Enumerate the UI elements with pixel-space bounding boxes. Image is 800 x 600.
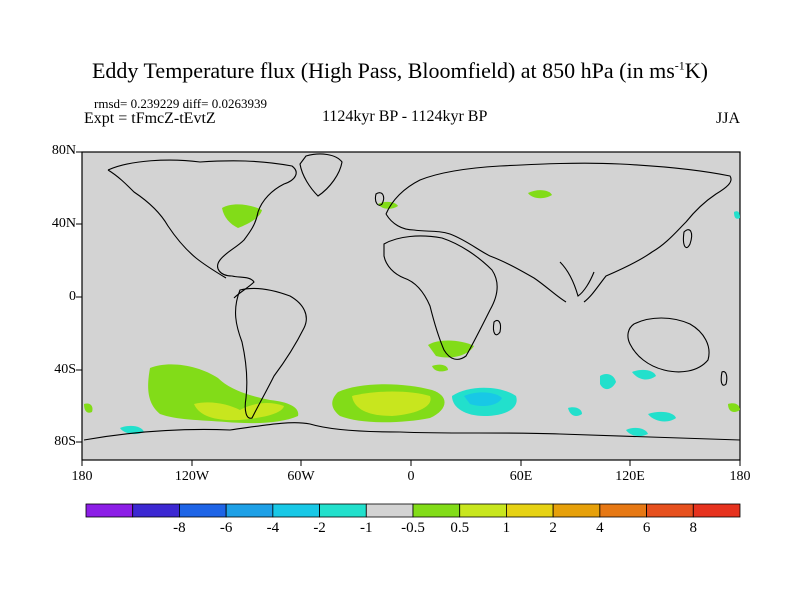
lon-label-60e: 60E (509, 469, 533, 484)
coast-north-america (107, 159, 297, 299)
anomaly-patch-west-edge (84, 403, 93, 413)
coast-south-america (234, 287, 307, 419)
lat-label-80n: 80N (51, 143, 76, 158)
anomaly-patch-antarctic-margin (626, 427, 648, 437)
colorbar-swatch (459, 503, 507, 518)
anomaly-patch-south-atlantic (432, 364, 448, 372)
lon-label-0: 0 (407, 469, 415, 484)
anomaly-patch-siberia (528, 190, 552, 199)
experiment-label: Expt = tFmcZ-tEvtZ (84, 110, 216, 127)
colorbar-label: 2 (549, 520, 557, 536)
coast-india (559, 261, 595, 297)
colorbar-label: -8 (173, 520, 186, 536)
coast-eurasia (385, 162, 732, 303)
anomaly-patch-kerguelen (568, 407, 582, 416)
anomaly-patch-amundsen (120, 425, 144, 435)
colorbar-label: -4 (266, 520, 280, 536)
anomaly-patch-southern-indian-core (464, 392, 502, 406)
colorbar-swatch (646, 503, 694, 518)
colorbar-label: -0.5 (401, 520, 425, 536)
lon-label-60w: 60W (287, 469, 315, 484)
coast-north-america-west (107, 169, 227, 279)
lat-label-equator: 0 (69, 289, 76, 304)
lon-label-120e: 120E (615, 469, 645, 484)
colorbar-boxes (85, 503, 741, 518)
season-label: JJA (716, 110, 741, 127)
colorbar-swatch (272, 503, 320, 518)
colorbar-label: -1 (360, 520, 373, 536)
colorbar-swatch (179, 503, 227, 518)
colorbar-swatch (225, 503, 274, 518)
coast-africa (383, 235, 498, 360)
colorbar-label: 0.5 (450, 520, 470, 536)
period-label: 1124kyr BP - 1124kyr BP (322, 108, 488, 125)
coast-australia (627, 317, 710, 373)
coastlines (83, 153, 741, 441)
colorbar-swatch (552, 503, 601, 518)
anomaly-patch-australia-south (632, 369, 656, 380)
coast-eurasia-south (385, 213, 567, 303)
lat-label-40s: 40S (54, 362, 76, 377)
anomaly-patch-indian-east (600, 374, 616, 390)
colorbar-swatch (319, 503, 367, 518)
colorbar-swatch (132, 503, 180, 518)
colorbar-label: -6 (219, 520, 233, 536)
anomaly-patch-south-pacific-core (194, 402, 284, 421)
colorbar-swatch (599, 503, 647, 518)
coast-antarctica (83, 422, 741, 441)
colorbar-label: 4 (596, 520, 604, 536)
anomaly-patch-north-america (222, 204, 262, 228)
stats-line: rmsd= 0.239229 diff= 0.0263939 (94, 96, 267, 111)
anomaly-shading (84, 190, 740, 437)
coast-britain (374, 192, 385, 206)
colorbar-label: 6 (642, 520, 651, 536)
anomaly-patch-southern-ocean-core (352, 391, 431, 416)
colorbar-swatch (85, 503, 134, 518)
anomaly-patch-ross-sea (648, 411, 676, 422)
lon-label-180e: 180 (729, 469, 751, 484)
coast-madagascar (492, 319, 502, 336)
lat-label-80s: 80S (54, 434, 76, 449)
lon-label-180w: 180 (71, 469, 93, 484)
anomaly-patch-north-pacific-edge (734, 211, 740, 219)
lon-label-120w: 120W (174, 469, 210, 484)
colorbar-swatch (412, 503, 461, 518)
axis-ticks (76, 151, 741, 466)
colorbar-label: 8 (689, 520, 698, 536)
colorbar-swatch (692, 503, 741, 518)
title-text: Eddy Temperature flux (High Pass, Bloomf… (91, 58, 675, 83)
anomaly-patch-south-africa (428, 340, 474, 358)
colorbar-swatch (365, 503, 414, 518)
colorbar-label: -2 (313, 520, 326, 536)
coast-japan (682, 229, 693, 249)
anomaly-patch-europe (378, 201, 398, 209)
anomaly-patch-east-edge (728, 403, 740, 412)
colorbar-label: 1 (502, 520, 511, 536)
title-tail: K) (684, 58, 708, 83)
coast-greenland (299, 153, 343, 197)
title-superscript: -1 (674, 58, 685, 73)
coast-new-zealand (720, 371, 728, 386)
colorbar-swatch (506, 503, 554, 518)
plot-title: Eddy Temperature flux (High Pass, Bloomf… (0, 58, 800, 84)
lat-label-40n: 40N (51, 216, 76, 231)
